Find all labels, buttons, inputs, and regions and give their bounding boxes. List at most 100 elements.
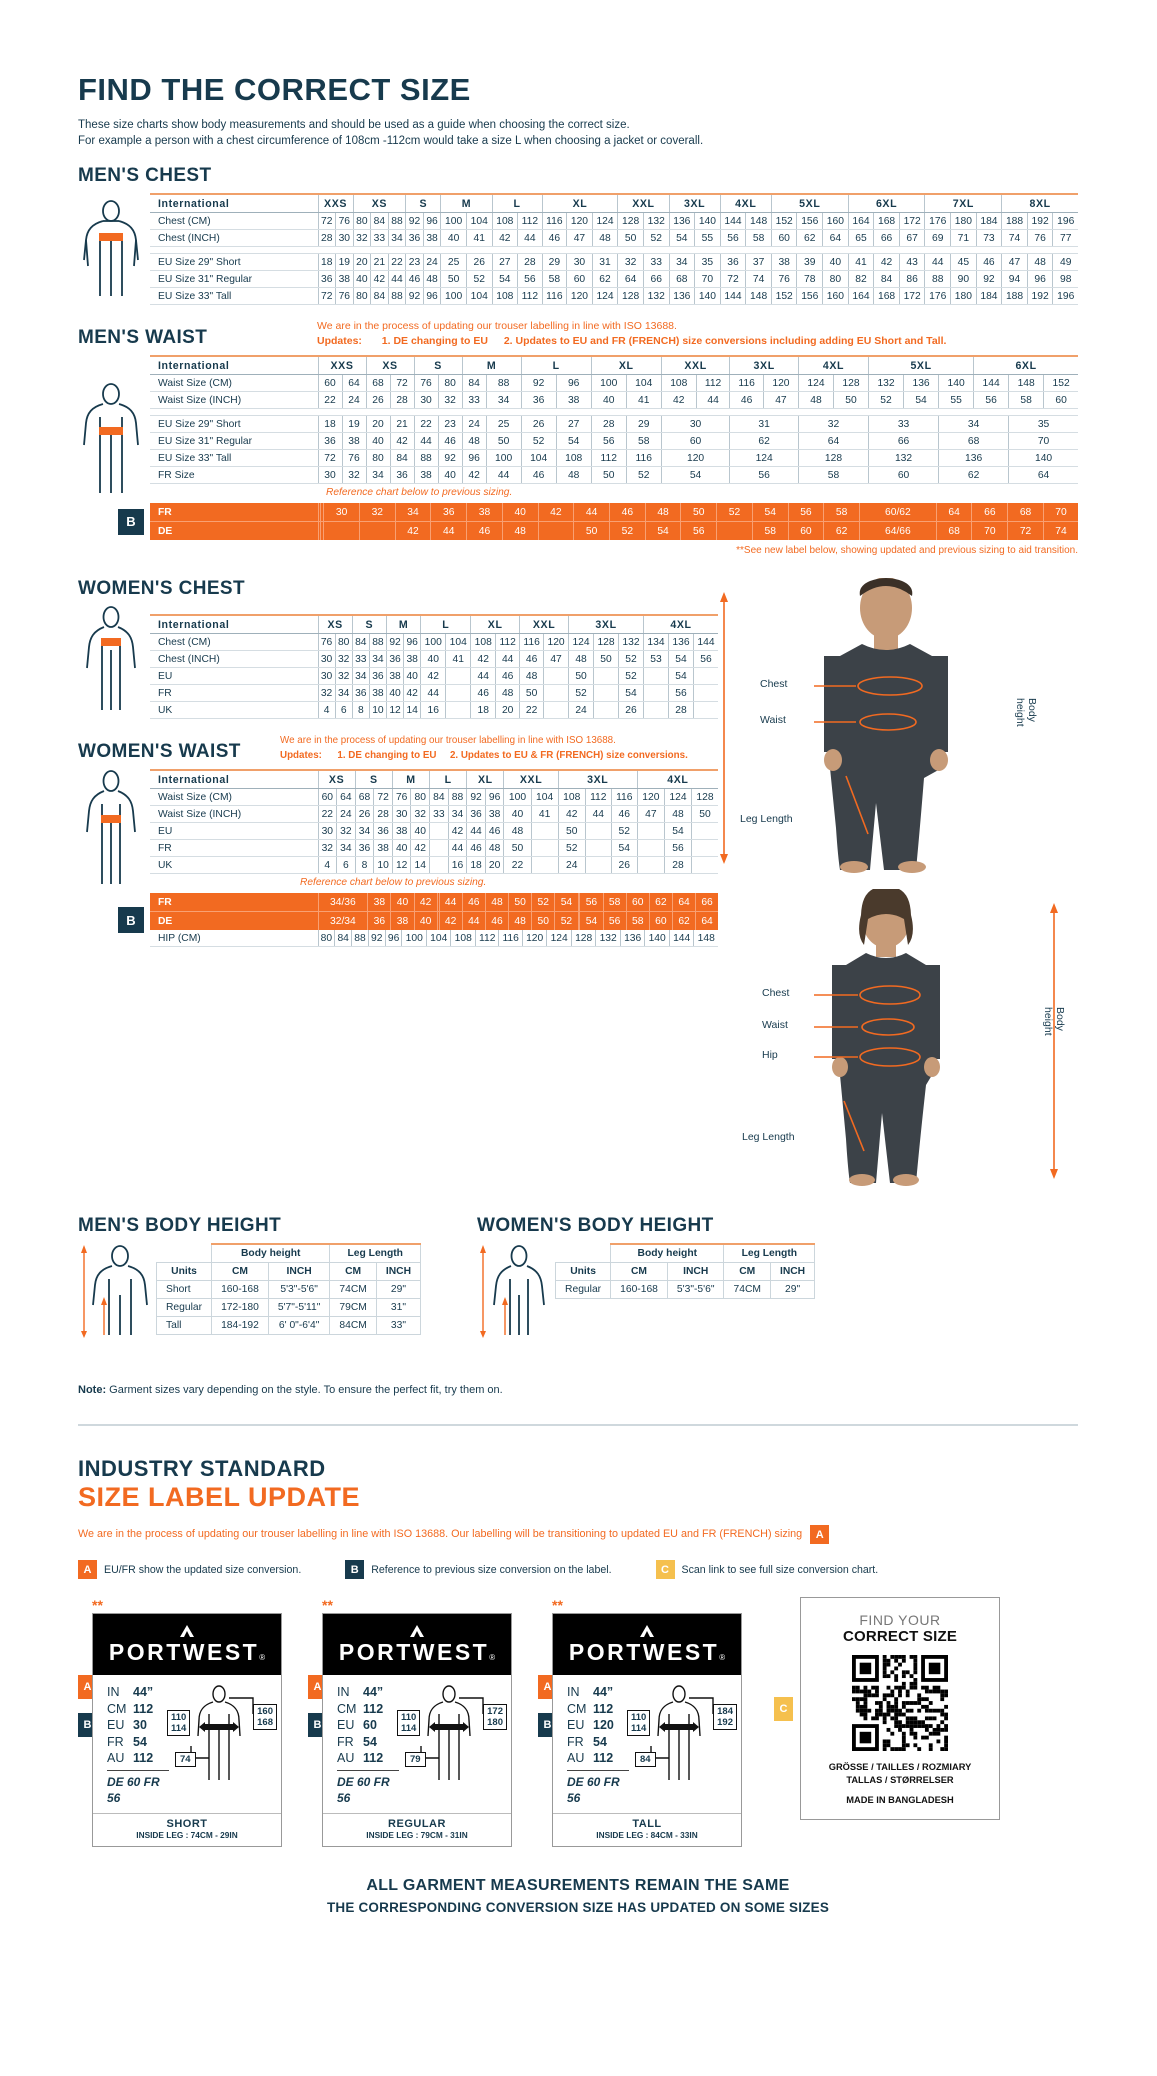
- reference-cell: 74: [1042, 521, 1078, 540]
- reference-cell: [716, 521, 753, 540]
- womens-waist-reference-block: B FR 34/36 38 40 42 44 46 48 50 52 54 56 58 60 62 64 66 D…: [118, 893, 718, 947]
- leg-length-box: 84: [635, 1752, 656, 1767]
- cell: 32: [437, 391, 463, 409]
- unit-header: CM: [211, 1262, 269, 1281]
- table-row: HIP (CM) 80 84 88 92 96 100 104 108 112 116 120 124 1…: [150, 930, 718, 947]
- section-divider: [78, 1424, 1078, 1426]
- col-header-7xl: 7XL: [924, 193, 1002, 213]
- cell: 44: [584, 805, 612, 823]
- reference-row-label: FR: [150, 503, 318, 522]
- cell: 68: [365, 374, 391, 392]
- row-label: EU Size 29" Short: [150, 415, 318, 433]
- portwest-label: PORTWEST® IN 44” CM 112 EU 120 FR 54 AU 112 DE 60 F…: [552, 1613, 742, 1847]
- row-label: FR Size: [150, 466, 318, 484]
- cell: 184: [975, 212, 1002, 230]
- cell: 20: [352, 253, 371, 271]
- womens-section-row: WOMEN'S CHEST I: [78, 577, 1078, 1189]
- section-title-mens-waist: MEN'S WAIST: [78, 327, 208, 348]
- row-label: Chest (CM): [150, 633, 318, 651]
- cell: 30: [317, 650, 336, 668]
- cell: 96: [403, 633, 421, 651]
- cell: 50: [832, 391, 869, 409]
- cell: 4: [317, 701, 336, 719]
- measurement-row: CM 112: [567, 1701, 629, 1718]
- cell: 47: [636, 805, 665, 823]
- leg-length-box: 79: [405, 1752, 426, 1767]
- reference-cell: 38: [390, 911, 415, 930]
- cell: 52: [610, 822, 638, 840]
- row-header-international: International: [150, 193, 318, 213]
- measurement-key: EU: [107, 1718, 125, 1732]
- cell: 52: [618, 650, 644, 668]
- cell: 38: [368, 684, 387, 702]
- reference-cell: 60: [625, 893, 650, 912]
- cell: 14: [403, 701, 421, 719]
- female-height-figure: [477, 1243, 555, 1344]
- table-row: Tall 184-192 6' 0"-6'4" 84CM 33": [155, 1316, 422, 1335]
- cell: 5'7"-5'11": [267, 1298, 331, 1317]
- cell: [543, 701, 569, 719]
- cell: 128: [617, 212, 644, 230]
- cell: 33: [370, 229, 389, 247]
- col-header-s: S: [405, 193, 441, 213]
- cell: 18: [317, 415, 343, 433]
- reference-cell: 68: [1007, 503, 1044, 522]
- cell: 152: [770, 212, 797, 230]
- measurement-value: 112: [593, 1701, 614, 1716]
- label-figure-icon: [190, 1685, 254, 1780]
- cell: 56: [692, 650, 718, 668]
- cell: 33": [375, 1316, 422, 1335]
- reference-cell: 50: [508, 893, 532, 912]
- cell: 25: [440, 253, 467, 271]
- cell: 42: [410, 839, 430, 857]
- cell: 20: [365, 415, 391, 433]
- cell: 100: [440, 212, 467, 230]
- row-label: EU Size 31" Regular: [150, 270, 318, 288]
- qr-foot-2: TALLAS / STØRRELSER: [846, 1775, 954, 1785]
- cell: 70: [694, 270, 721, 288]
- cell: 42: [420, 667, 446, 685]
- cell: 60: [868, 466, 939, 484]
- measurement-row: FR 54: [337, 1734, 399, 1751]
- cell: 40: [437, 466, 463, 484]
- col-header-5xl: 5XL: [770, 193, 849, 213]
- section-title-womens-chest: WOMEN'S CHEST: [78, 578, 245, 599]
- cell: 48: [484, 839, 504, 857]
- reference-row: FR 34/36 38 40 42 44 46 48 50 52 54 56 58 60 62 64 66: [150, 893, 718, 912]
- cell: 60: [770, 229, 797, 247]
- cell: 38: [341, 432, 367, 450]
- cell: 124: [797, 374, 834, 392]
- cell: 42: [447, 822, 467, 840]
- cell: 29: [541, 253, 567, 271]
- cell: [636, 839, 665, 857]
- cell: 48: [663, 805, 692, 823]
- portwest-label: PORTWEST® IN 44” CM 112 EU 60 FR 54 AU 112 DE 60 FR…: [322, 1613, 512, 1847]
- cell: 42: [403, 684, 421, 702]
- row-label: Waist Size (INCH): [150, 391, 318, 409]
- qr-code[interactable]: [852, 1655, 948, 1751]
- row-header-international: International: [150, 769, 318, 789]
- cell: 168: [873, 287, 900, 305]
- cell: 94: [1001, 270, 1028, 288]
- cell: 108: [660, 374, 697, 392]
- cell: 176: [924, 287, 951, 305]
- cell: 34: [668, 253, 695, 271]
- table-row: EU Size 31" Regular 36 38 40 42 44 46 48 50 52 54 5…: [150, 432, 1078, 450]
- cell: 42: [370, 270, 389, 288]
- cell: 24: [422, 253, 441, 271]
- mens-waist-note-updates: Updates: 1. DE changing to EU 2. Updates…: [317, 334, 1078, 349]
- cell: 44: [695, 391, 730, 409]
- table-row: FR 32 34 36 38 40 42 44 46 48 50 52 54 56: [150, 684, 718, 702]
- cell: 31: [591, 253, 618, 271]
- waist-range-box: 110 114: [627, 1710, 651, 1736]
- male-height-figure: [78, 1243, 156, 1344]
- table-row: EU 30 32 34 36 38 40 42 44 46 48 50 52 54: [150, 667, 718, 685]
- reference-cell: [577, 911, 580, 930]
- label-chest-male: Chest: [760, 678, 788, 690]
- tag-a-legend: A: [78, 1560, 97, 1579]
- cell: 84: [351, 633, 370, 651]
- reference-cell: 50: [573, 521, 610, 540]
- measurement-row: IN 44”: [567, 1684, 629, 1701]
- cell: 104: [530, 788, 559, 806]
- reference-cell: 30: [323, 503, 360, 522]
